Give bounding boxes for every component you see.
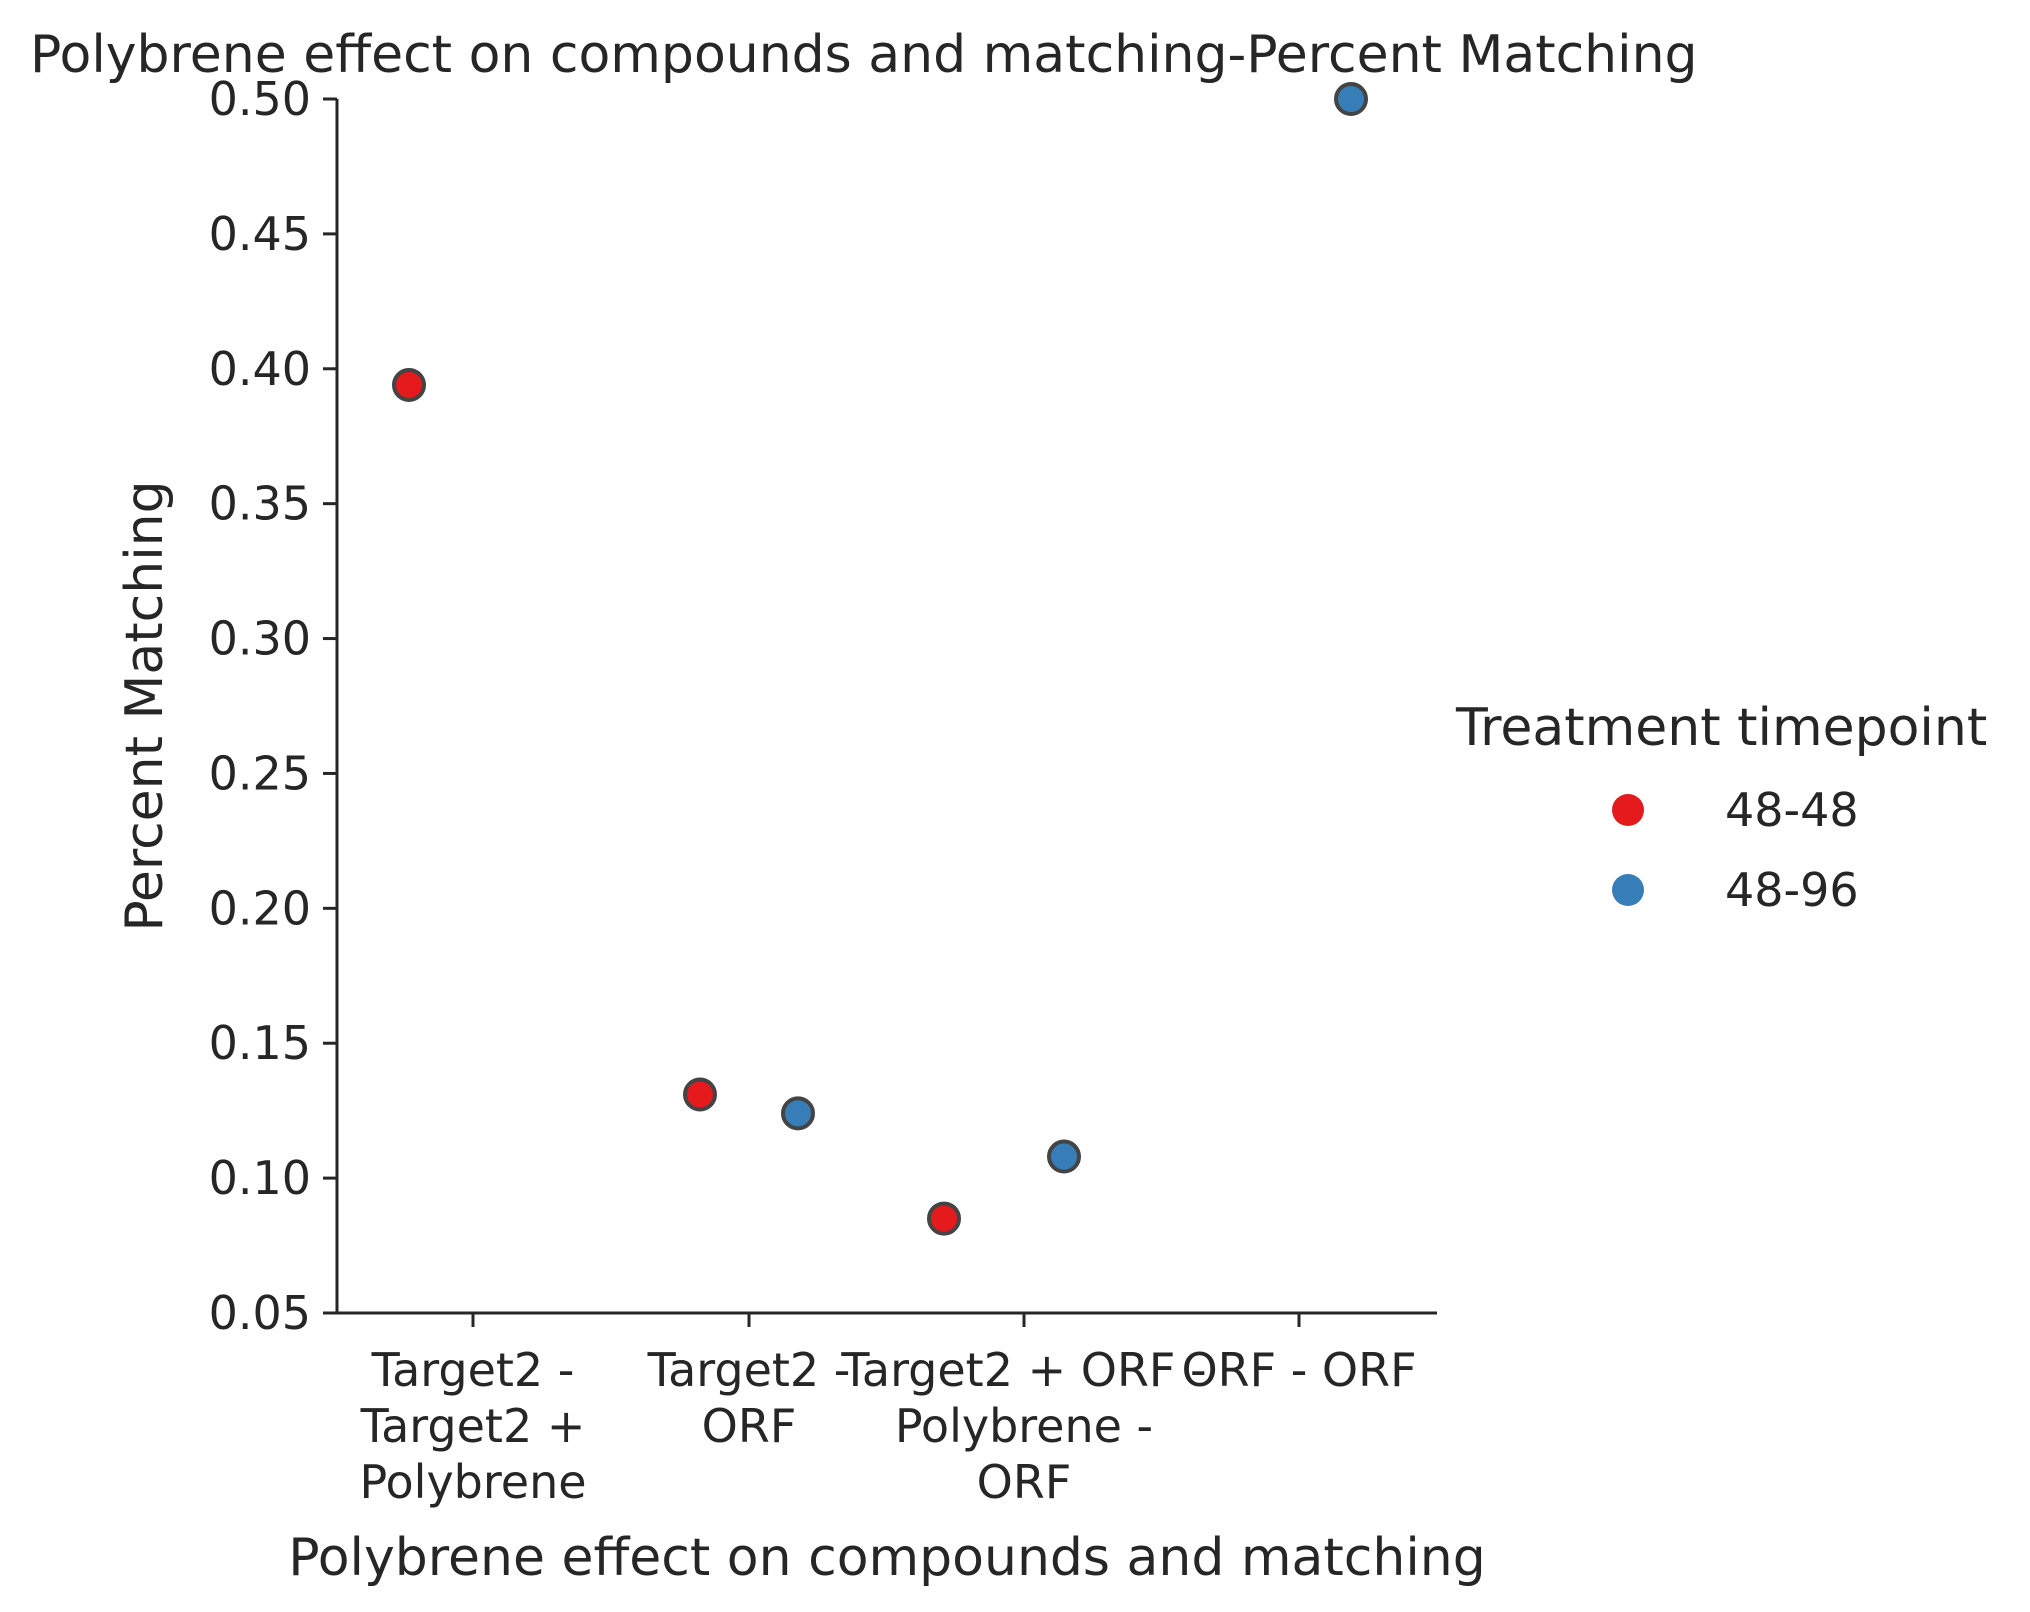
y-tick-label: 0.05 bbox=[209, 1286, 311, 1340]
x-tick-label: Target2 - bbox=[647, 1343, 851, 1397]
legend-label: 48-96 bbox=[1725, 863, 1859, 917]
y-tick-label: 0.50 bbox=[209, 72, 311, 126]
y-tick-label: 0.20 bbox=[209, 881, 311, 935]
data-point-48-48 bbox=[683, 1077, 717, 1112]
y-tick-label: 0.35 bbox=[209, 477, 311, 531]
data-point-48-48 bbox=[927, 1201, 961, 1236]
y-axis-label: Percent Matching bbox=[115, 480, 175, 931]
x-tick-label: ORF - ORF bbox=[1181, 1343, 1416, 1397]
data-point-48-48 bbox=[392, 367, 426, 402]
legend-marker-48-48 bbox=[1612, 794, 1644, 826]
x-tick-label: Polybrene - bbox=[895, 1399, 1153, 1453]
y-tick-label: 0.45 bbox=[209, 207, 311, 261]
x-tick-label: Target2 + bbox=[360, 1399, 586, 1453]
y-tick-label: 0.10 bbox=[209, 1151, 311, 1205]
x-axis-label: Polybrene effect on compounds and matchi… bbox=[288, 1528, 1486, 1588]
x-tick-label: Target2 - bbox=[371, 1343, 575, 1397]
legend-marker-48-96 bbox=[1612, 874, 1644, 906]
data-point-48-96 bbox=[1334, 82, 1368, 116]
axes: 0.05 0.10 0.15 0.20 0.25 0.30 0.35 0.40 0.45 0.50… bbox=[209, 72, 1437, 1509]
x-tick-label: Target2 + ORF - bbox=[840, 1343, 1206, 1397]
data-point-48-96 bbox=[781, 1096, 815, 1131]
data-points bbox=[392, 82, 1368, 1236]
x-tick-label: ORF bbox=[977, 1455, 1072, 1509]
x-tick-label: Polybrene bbox=[359, 1455, 586, 1509]
x-tick-label: ORF bbox=[702, 1399, 797, 1453]
legend-label: 48-48 bbox=[1725, 783, 1859, 837]
y-tick-label: 0.25 bbox=[209, 746, 311, 800]
legend: Treatment timepoint 48-48 48-96 bbox=[1455, 698, 1987, 917]
y-tick-label: 0.15 bbox=[209, 1016, 311, 1070]
y-tick-label: 0.30 bbox=[209, 612, 311, 666]
y-tick-label: 0.40 bbox=[209, 342, 311, 396]
legend-title: Treatment timepoint bbox=[1455, 698, 1987, 758]
data-point-48-96 bbox=[1047, 1139, 1081, 1174]
chart-title: Polybrene effect on compounds and matchi… bbox=[30, 25, 1698, 85]
